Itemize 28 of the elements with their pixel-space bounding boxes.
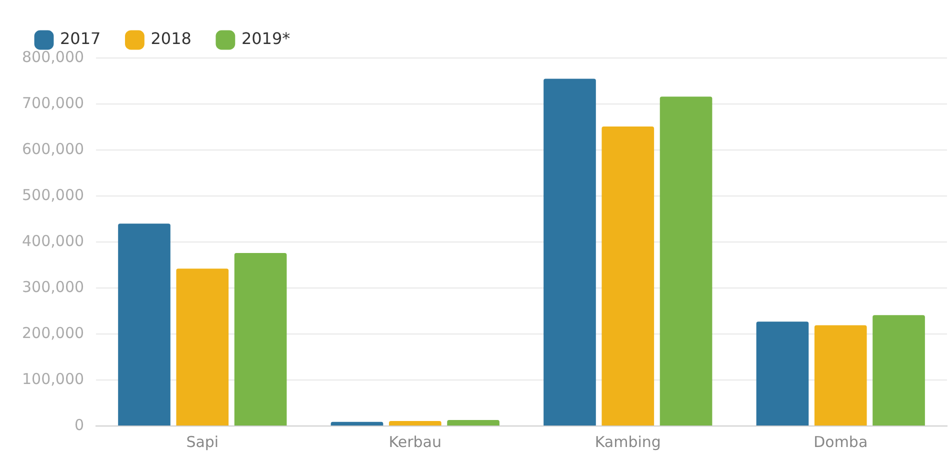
legend-label: 2017 bbox=[60, 29, 101, 48]
bar bbox=[118, 224, 170, 426]
bar bbox=[660, 96, 712, 426]
bar bbox=[756, 322, 809, 426]
y-tick-label: 800,000 bbox=[22, 48, 84, 66]
y-tick-label: 400,000 bbox=[22, 232, 84, 250]
y-tick-label: 0 bbox=[74, 416, 84, 434]
y-tick-label: 100,000 bbox=[22, 370, 84, 388]
bar bbox=[544, 78, 596, 426]
y-tick-label: 700,000 bbox=[22, 94, 84, 112]
x-tick-label: Domba bbox=[814, 432, 868, 451]
bar bbox=[176, 268, 229, 426]
x-tick-label: Kambing bbox=[594, 432, 661, 451]
y-tick-label: 500,000 bbox=[22, 186, 84, 204]
bar bbox=[388, 420, 442, 426]
x-tick-label: Kerbau bbox=[388, 432, 442, 451]
x-tick-label: Sapi bbox=[186, 432, 219, 451]
y-tick-label: 300,000 bbox=[22, 278, 84, 296]
legend-label: 2018 bbox=[150, 29, 192, 48]
bar bbox=[234, 253, 287, 426]
bar bbox=[872, 315, 925, 426]
bar bbox=[814, 325, 867, 426]
bar bbox=[447, 420, 500, 426]
legend-label: 2019* bbox=[241, 29, 290, 48]
bar bbox=[330, 422, 384, 426]
y-tick-label: 600,000 bbox=[22, 140, 84, 158]
y-tick-label: 200,000 bbox=[22, 324, 84, 342]
bar bbox=[602, 126, 654, 426]
